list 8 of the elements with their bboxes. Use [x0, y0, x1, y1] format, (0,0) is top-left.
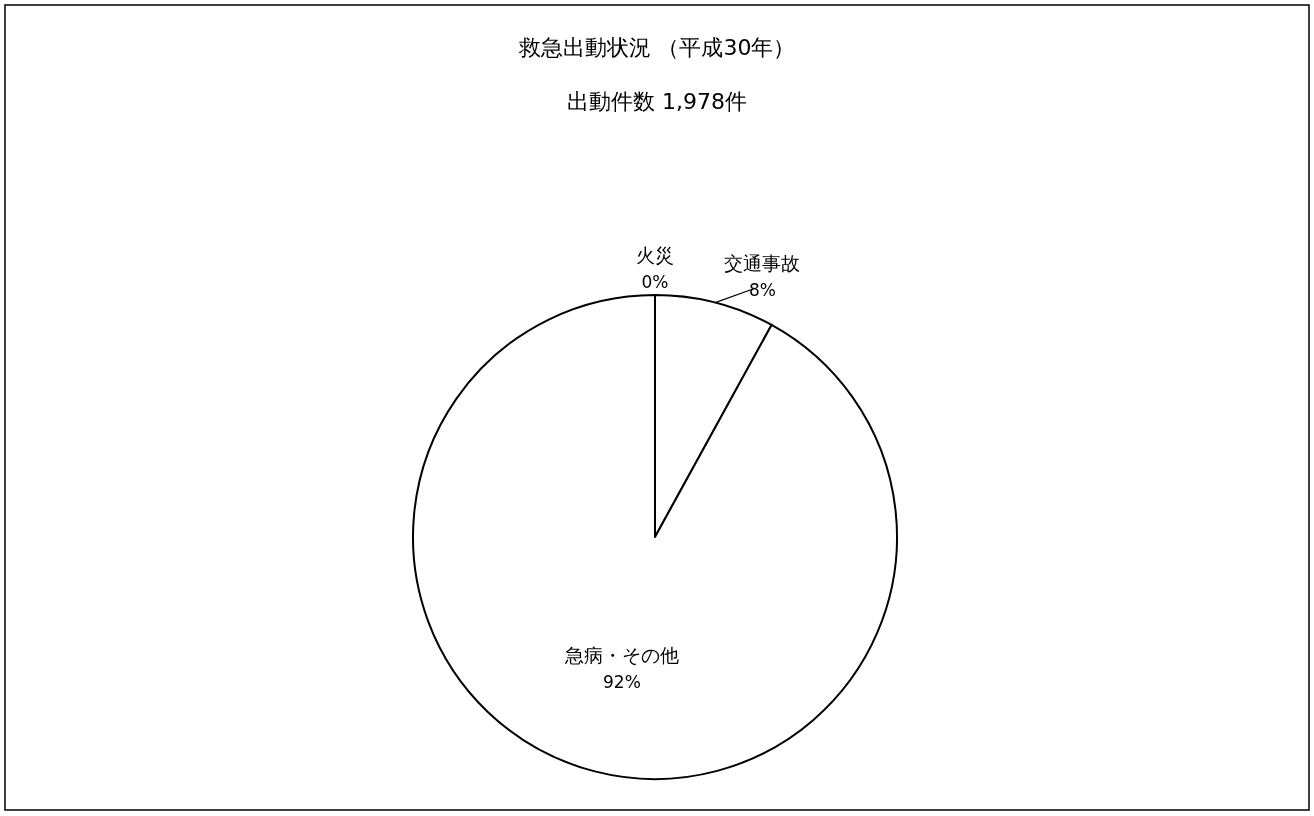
chart-subtitle: 出動件数 1,978件	[567, 89, 747, 114]
text: 0%	[641, 271, 669, 292]
data-label: 92%	[603, 671, 641, 692]
slice-label: 交通事故	[724, 252, 801, 275]
data-label: 8%	[748, 280, 776, 301]
slice-label: 急病・その他	[563, 643, 679, 666]
category-label: 火災	[636, 243, 674, 266]
chart-title: 救急出動状況 （平成30年）	[517, 35, 796, 60]
